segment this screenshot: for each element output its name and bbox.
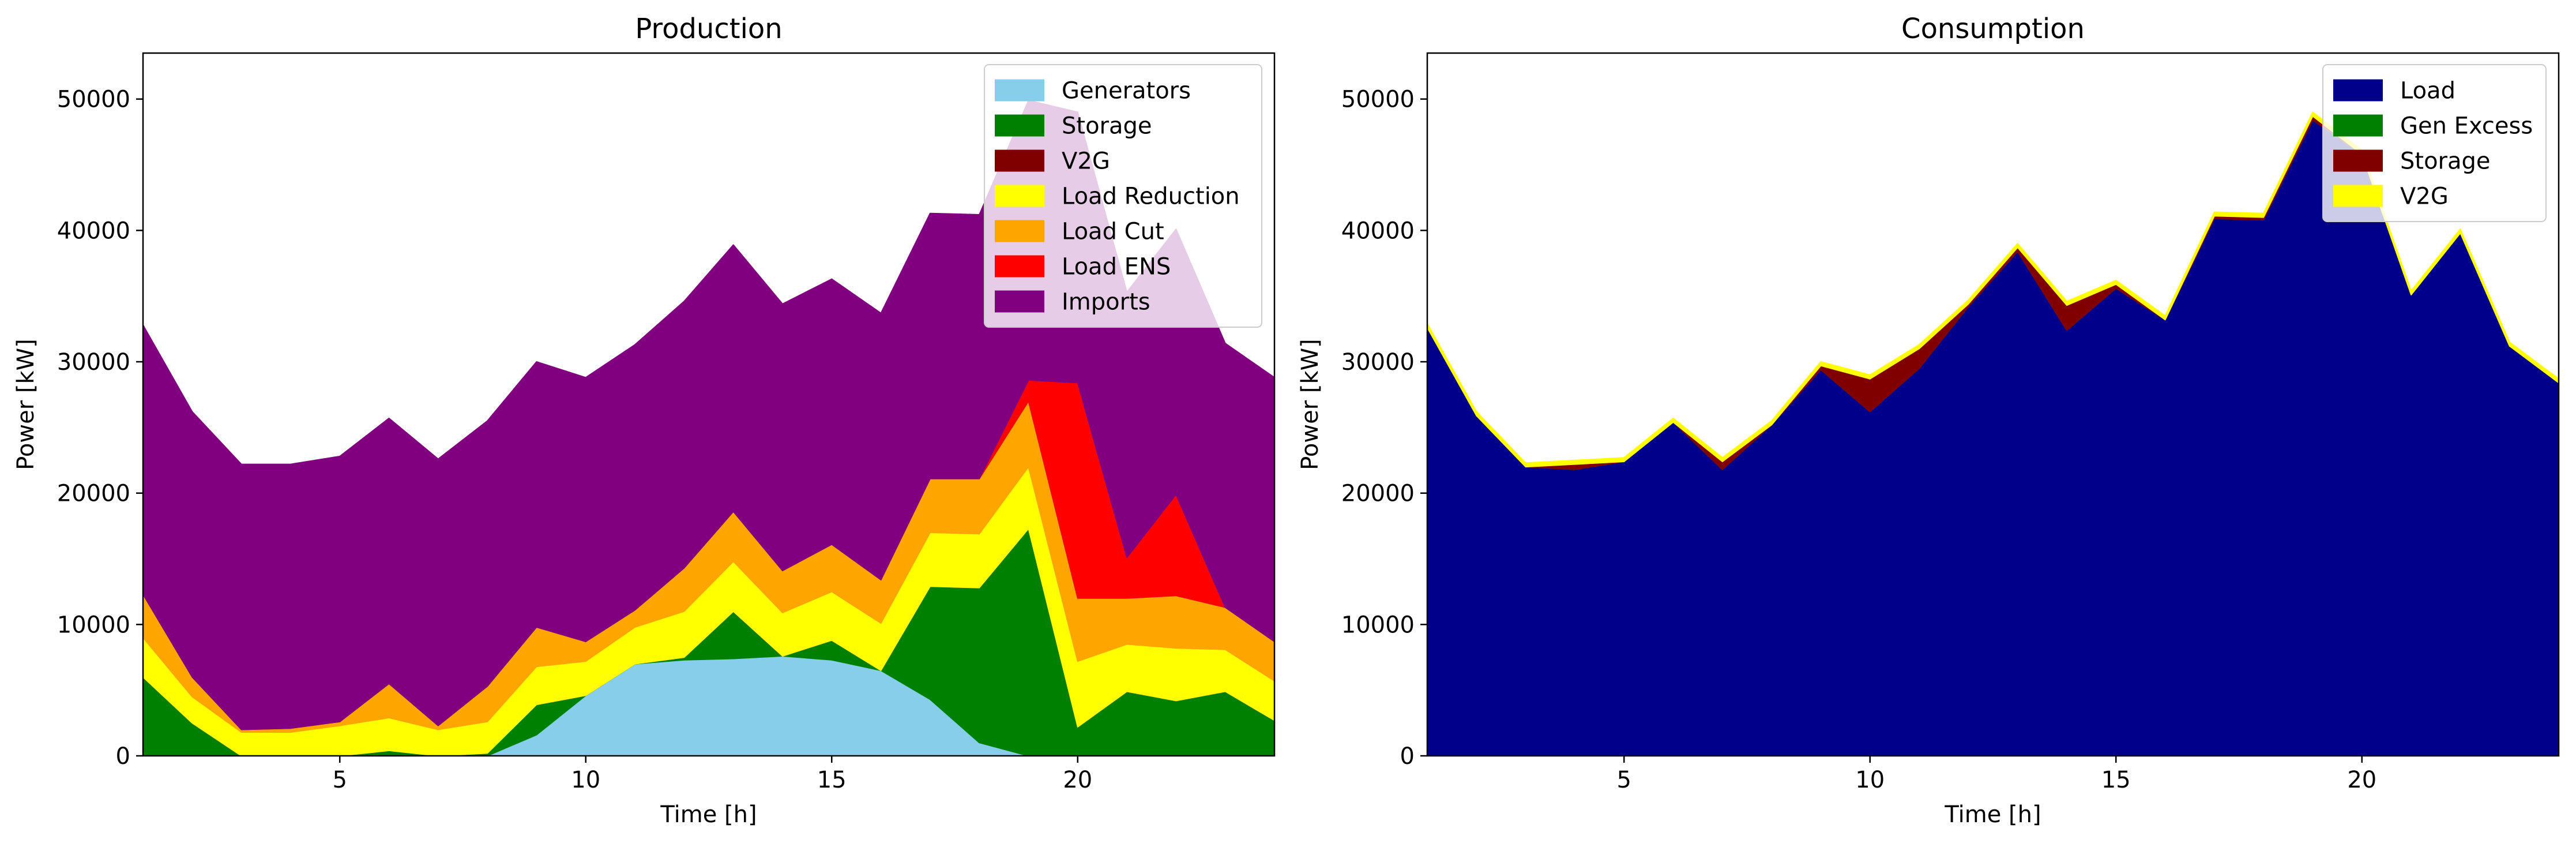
production-x-axis-label: Time [h] bbox=[660, 801, 757, 828]
consumption-legend-label-gen-excess: Gen Excess bbox=[2400, 113, 2533, 140]
production-legend-swatch-generators bbox=[995, 79, 1044, 102]
consumption-chart: 5 10 15 20 0 10000 20000 30000 40000 50000 Consump… bbox=[1297, 13, 2560, 828]
consumption-legend: Load Gen Excess Storage V2G bbox=[2322, 64, 2547, 222]
consumption-x-tick-label: 20 bbox=[2347, 767, 2376, 793]
production-legend-swatch-imports bbox=[995, 290, 1044, 313]
production-legend-label-load-reduction: Load Reduction bbox=[1062, 183, 1240, 210]
consumption-legend-swatch-v2g bbox=[2333, 185, 2383, 207]
production-x-tick-label: 15 bbox=[817, 767, 847, 793]
production-legend: Generators Storage V2G Load Reduction Load C… bbox=[984, 64, 1262, 328]
production-legend-label-storage: Storage bbox=[1062, 113, 1152, 140]
consumption-legend-label-load: Load bbox=[2400, 78, 2455, 104]
production-legend-label-v2g: V2G bbox=[1062, 148, 1110, 175]
production-chart: 5 10 15 20 0 10000 20000 30000 40000 50000 Product… bbox=[13, 13, 1276, 828]
consumption-y-tick-label: 10000 bbox=[1341, 612, 1415, 638]
consumption-y-tick-label: 50000 bbox=[1341, 87, 1415, 113]
consumption-x-axis-label: Time [h] bbox=[1944, 801, 2041, 828]
consumption-y-tick-label: 30000 bbox=[1341, 349, 1415, 376]
production-legend-swatch-storage bbox=[995, 114, 1044, 137]
production-x-tick-label: 10 bbox=[571, 767, 600, 793]
production-y-tick-label: 20000 bbox=[57, 481, 130, 507]
production-y-tick-label: 40000 bbox=[57, 218, 130, 244]
production-chart-title: Production bbox=[635, 13, 782, 45]
production-legend-label-load-ens: Load ENS bbox=[1062, 254, 1171, 280]
production-legend-swatch-v2g bbox=[995, 149, 1044, 172]
consumption-y-axis-label: Power [kW] bbox=[1297, 339, 1323, 470]
consumption-y-tick-label: 40000 bbox=[1341, 218, 1415, 244]
consumption-legend-swatch-storage bbox=[2333, 149, 2383, 172]
production-axes-frame bbox=[142, 52, 1276, 757]
consumption-x-tick-label: 10 bbox=[1855, 767, 1885, 793]
consumption-x-tick-label: 5 bbox=[1616, 767, 1631, 793]
consumption-axes-frame bbox=[1426, 52, 2560, 757]
production-y-tick-label: 50000 bbox=[57, 87, 130, 113]
production-legend-swatch-load-ens bbox=[995, 255, 1044, 278]
consumption-legend-box bbox=[2322, 64, 2547, 222]
consumption-x-tick-label: 15 bbox=[2101, 767, 2131, 793]
production-y-tick-label: 10000 bbox=[57, 612, 130, 638]
production-y-axis-label: Power [kW] bbox=[13, 339, 39, 470]
production-legend-label-load-cut: Load Cut bbox=[1062, 219, 1164, 245]
production-legend-label-generators: Generators bbox=[1062, 78, 1191, 104]
production-x-tick-label: 20 bbox=[1063, 767, 1092, 793]
consumption-y-tick-label: 20000 bbox=[1341, 481, 1415, 507]
consumption-legend-swatch-gen-excess bbox=[2333, 114, 2383, 137]
production-y-tick-label: 0 bbox=[116, 743, 130, 770]
consumption-legend-swatch-load bbox=[2333, 79, 2383, 102]
production-legend-label-imports: Imports bbox=[1062, 289, 1150, 316]
production-x-tick-label: 5 bbox=[332, 767, 347, 793]
consumption-y-tick-label: 0 bbox=[1400, 743, 1415, 770]
production-legend-swatch-load-reduction bbox=[995, 185, 1044, 207]
production-y-tick-label: 30000 bbox=[57, 349, 130, 376]
production-legend-swatch-load-cut bbox=[995, 220, 1044, 242]
production-legend-box bbox=[984, 64, 1262, 328]
consumption-legend-label-v2g: V2G bbox=[2400, 183, 2449, 210]
consumption-legend-label-storage: Storage bbox=[2400, 148, 2491, 175]
consumption-chart-title: Consumption bbox=[1901, 13, 2085, 45]
